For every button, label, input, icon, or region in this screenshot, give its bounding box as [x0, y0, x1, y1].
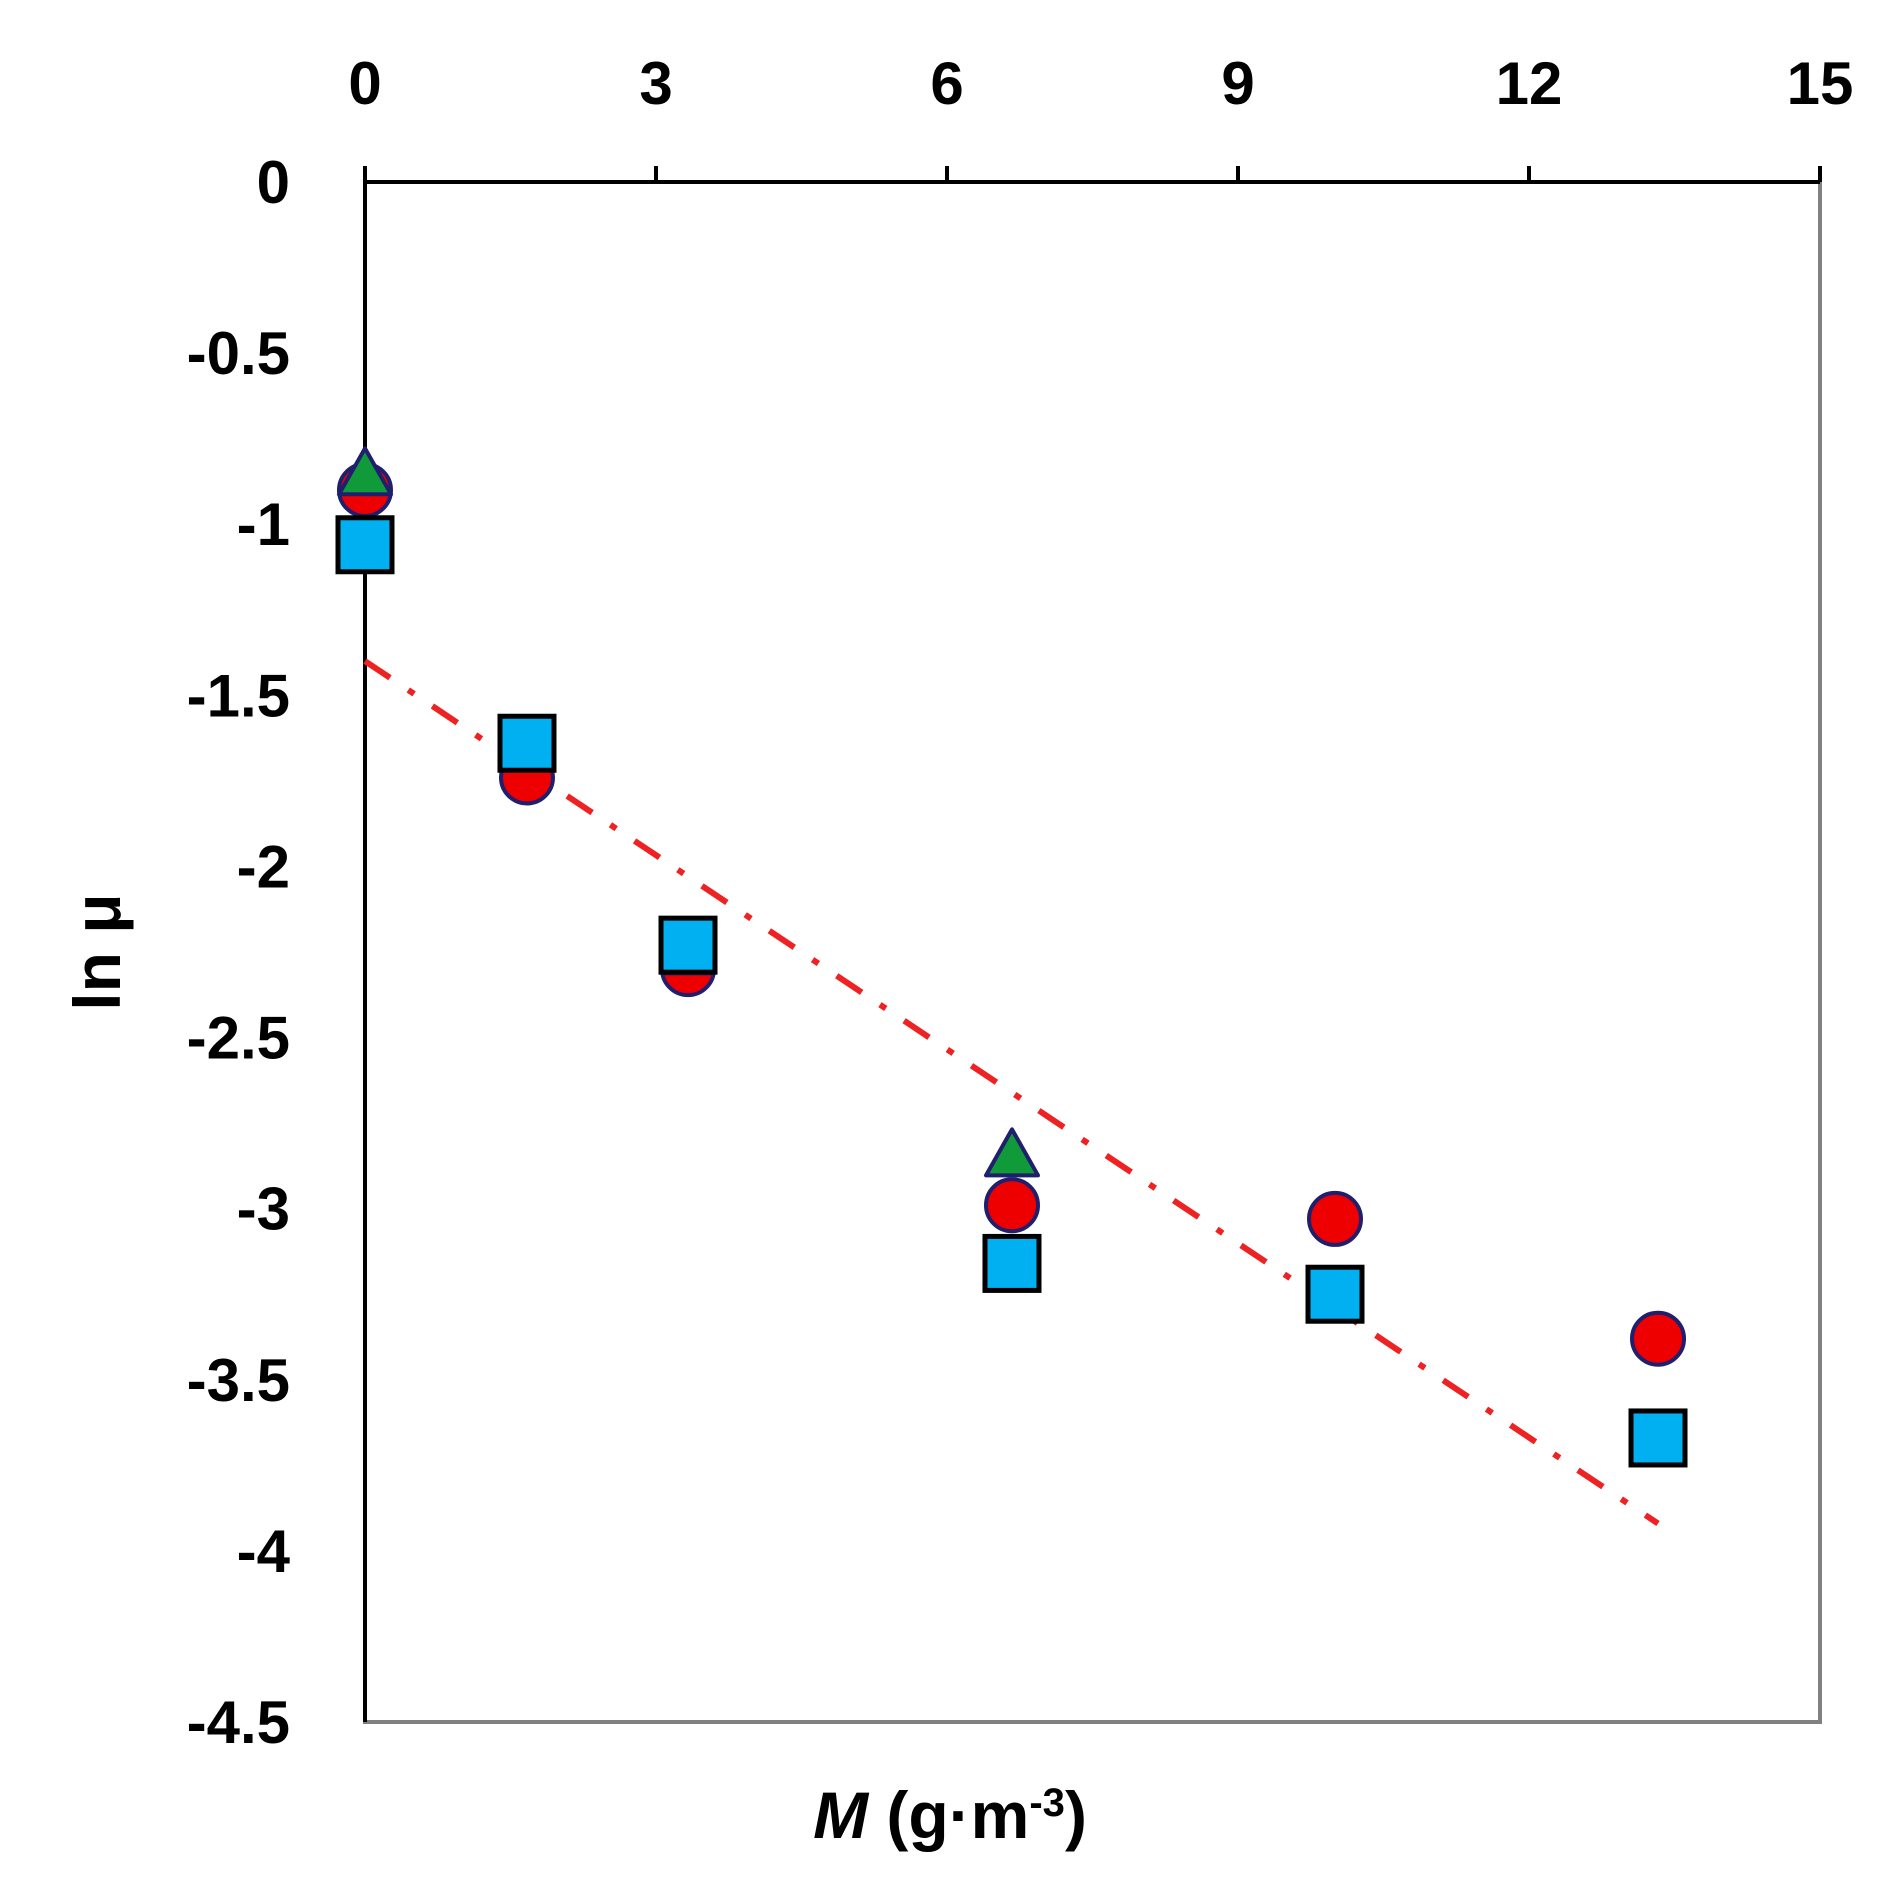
x-axis-title-exponent: -3 — [1029, 1781, 1065, 1825]
y-tick-label: -1 — [237, 491, 290, 558]
square-point — [1628, 1408, 1688, 1468]
x-axis-title: M (g·m-3) — [813, 1778, 1087, 1852]
triangle-point — [337, 446, 393, 497]
y-tick-label: -4 — [237, 1518, 291, 1585]
circle-point — [1307, 1190, 1363, 1247]
y-tick-label: -3 — [237, 1176, 290, 1243]
square-point — [335, 515, 395, 575]
square-point — [497, 713, 557, 773]
data-points — [335, 446, 1688, 1468]
triangle-point — [983, 1127, 1040, 1178]
x-tick-label: 6 — [930, 50, 963, 117]
x-axis-title-close: ) — [1065, 1778, 1087, 1852]
circle-point — [983, 1177, 1040, 1234]
x-tick-label: 15 — [1787, 50, 1854, 117]
x-tick-label: 9 — [1221, 50, 1254, 117]
y-axis-title: ln μ — [60, 893, 134, 1010]
x-axis-title-unit: (g·m — [868, 1778, 1029, 1852]
x-axis-ticks: 0 3 6 9 12 15 — [348, 50, 1853, 182]
y-tick-label: 0 — [257, 149, 290, 216]
square-point — [982, 1233, 1042, 1293]
y-axis-ticks: 0 -0.5 -1 -1.5 -2 -2.5 -3 -3.5 -4 -4.5 — [187, 149, 291, 1756]
y-tick-label: -3.5 — [187, 1347, 290, 1414]
x-tick-label: 0 — [348, 50, 381, 117]
y-tick-label: -2 — [237, 833, 290, 900]
plot-frame — [363, 180, 1822, 1724]
y-tick-label: -0.5 — [187, 320, 290, 387]
trend-line-group — [363, 658, 1660, 1527]
y-tick-label: -2.5 — [187, 1005, 290, 1072]
circle-point — [1630, 1310, 1687, 1367]
y-tick-label: -4.5 — [187, 1689, 290, 1756]
x-tick-label: 12 — [1496, 50, 1563, 117]
y-tick-label: -1.5 — [187, 662, 290, 729]
x-axis-title-symbol: M — [813, 1778, 870, 1852]
x-tick-label: 3 — [639, 50, 672, 117]
square-point — [1305, 1264, 1365, 1324]
fit-line — [363, 658, 1660, 1527]
square-point — [658, 915, 718, 975]
